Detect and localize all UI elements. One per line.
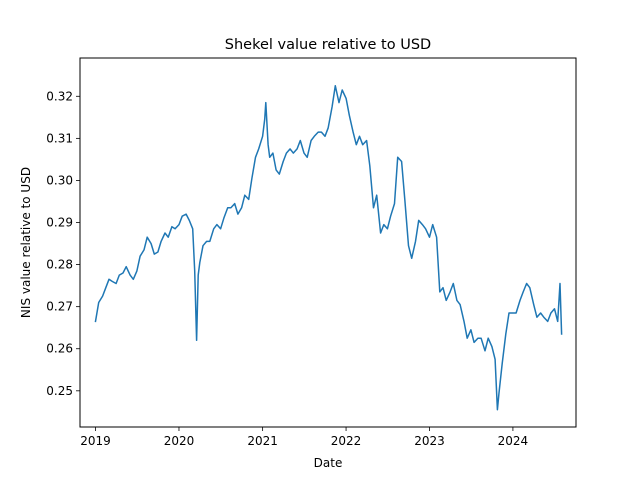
- y-tick-label: 0.28: [46, 258, 73, 272]
- plot-frame: [79, 57, 577, 428]
- y-tick-label: 0.29: [46, 216, 73, 230]
- y-tick-label: 0.32: [46, 89, 73, 103]
- y-axis-label: NIS value relative to USD: [19, 167, 33, 318]
- x-tick-label: 2020: [164, 434, 195, 448]
- y-tick-label: 0.27: [46, 300, 73, 314]
- y-tick-label: 0.31: [46, 131, 73, 145]
- x-tick-label: 2023: [414, 434, 445, 448]
- chart-title: Shekel value relative to USD: [225, 37, 431, 53]
- x-tick-label: 2022: [331, 434, 362, 448]
- y-axis: 0.25 0.26 0.27 0.28 0.29 0.30 0.31 0.32: [46, 89, 80, 398]
- x-axis-label: Date: [314, 456, 343, 470]
- x-axis: 2019 2020 2021 2022 2023 2024: [80, 427, 528, 448]
- series-line: [94, 85, 563, 411]
- x-tick-label: 2024: [498, 434, 529, 448]
- y-tick-label: 0.30: [46, 173, 73, 187]
- x-tick-label: 2021: [247, 434, 278, 448]
- y-tick-label: 0.26: [46, 342, 73, 356]
- x-tick-label: 2019: [80, 434, 111, 448]
- y-tick-label: 0.25: [46, 384, 73, 398]
